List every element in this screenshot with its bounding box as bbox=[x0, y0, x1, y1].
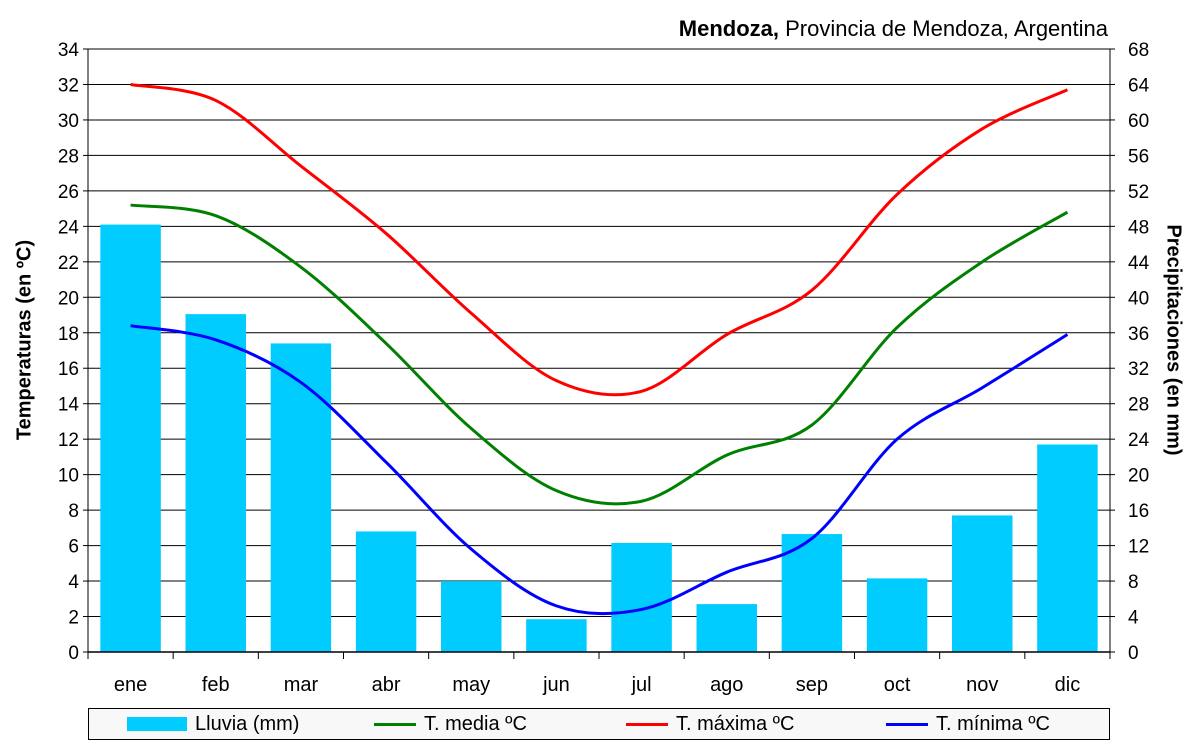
y-tick-label-left: 2 bbox=[68, 608, 79, 629]
legend-swatch-rain bbox=[127, 717, 187, 731]
line-min-temperature bbox=[130, 324, 1069, 616]
rain-bar bbox=[100, 224, 161, 652]
rain-bar bbox=[952, 515, 1013, 652]
y-tick-label-left: 24 bbox=[58, 217, 80, 238]
y-tick-label-right: 68 bbox=[1128, 40, 1149, 61]
rain-bar bbox=[526, 619, 587, 652]
y-tick-label-right: 24 bbox=[1128, 430, 1150, 451]
legend-swatch-mean bbox=[374, 722, 416, 726]
y-tick-label-left: 4 bbox=[68, 572, 79, 593]
y-tick-label-right: 52 bbox=[1128, 182, 1149, 203]
rain-bar bbox=[355, 531, 417, 652]
x-tick-label: nov bbox=[966, 674, 998, 696]
legend-swatch-min bbox=[886, 722, 928, 726]
y-tick-label-right: 36 bbox=[1128, 324, 1149, 345]
rain-bar bbox=[1037, 444, 1098, 652]
rain-bar bbox=[270, 343, 332, 652]
rain-bar bbox=[866, 578, 928, 652]
y-tick-label-left: 14 bbox=[58, 395, 80, 416]
x-tick-label: sep bbox=[796, 674, 828, 696]
temperature-lines bbox=[130, 82, 1069, 616]
x-tick-label: feb bbox=[202, 674, 230, 696]
y-tick-label-left: 20 bbox=[58, 288, 79, 309]
x-tick-label: jun bbox=[542, 674, 570, 696]
x-tick-label: ago bbox=[710, 674, 743, 696]
legend: Lluvia (mm) T. media ºC T. máxima ºC T. … bbox=[88, 708, 1110, 740]
y-tick-label-left: 32 bbox=[58, 75, 79, 96]
line-mean-temperature bbox=[130, 203, 1069, 506]
line-max-temperature bbox=[130, 82, 1069, 397]
y-tick-label-left: 22 bbox=[58, 253, 79, 274]
y-tick-label-left: 26 bbox=[58, 182, 79, 203]
x-tick-label: abr bbox=[372, 674, 401, 696]
y-tick-label-right: 56 bbox=[1128, 146, 1149, 167]
y-tick-label-left: 16 bbox=[58, 359, 79, 380]
y-tick-label-left: 6 bbox=[68, 537, 79, 558]
y-tick-label-left: 34 bbox=[58, 40, 80, 61]
y-tick-label-left: 12 bbox=[58, 430, 79, 451]
legend-label-max: T. máxima ºC bbox=[676, 712, 795, 735]
y-tick-label-right: 40 bbox=[1128, 288, 1149, 309]
y-tick-label-left: 28 bbox=[58, 146, 79, 167]
y-tick-label-right: 64 bbox=[1128, 75, 1150, 96]
x-tick-label: oct bbox=[884, 674, 911, 696]
y-tick-label-right: 32 bbox=[1128, 359, 1149, 380]
rain-bar bbox=[696, 604, 757, 652]
legend-label-rain: Lluvia (mm) bbox=[195, 712, 300, 735]
y-tick-label-right: 4 bbox=[1128, 608, 1139, 629]
x-tick-label: ene bbox=[114, 674, 147, 696]
x-tick-labels: ene feb mar abr may jun jul ago sep oct nov dic bbox=[114, 674, 1080, 696]
x-tick-label: mar bbox=[284, 674, 319, 696]
legend-label-mean: T. media ºC bbox=[424, 712, 527, 735]
y-tick-label-left: 8 bbox=[68, 501, 79, 522]
y-tick-label-left: 10 bbox=[58, 466, 79, 487]
x-tick-label: dic bbox=[1055, 674, 1081, 696]
y-tick-label-right: 16 bbox=[1128, 501, 1149, 522]
y-tick-label-right: 8 bbox=[1128, 572, 1139, 593]
y-axis-label-right: Precipitaciones (en mm) bbox=[1162, 224, 1185, 456]
legend-label-min: T. mínima ºC bbox=[936, 712, 1050, 735]
legend-item-max: T. máxima ºC bbox=[626, 709, 794, 739]
legend-item-min: T. mínima ºC bbox=[886, 709, 1050, 739]
x-tick-label: jul bbox=[631, 674, 652, 696]
legend-swatch-max bbox=[626, 722, 668, 726]
axes bbox=[83, 48, 1115, 659]
y-tick-label-right: 12 bbox=[1128, 537, 1149, 558]
chart-title: Mendoza, Provincia de Mendoza, Argentina bbox=[679, 16, 1108, 42]
rain-bar bbox=[441, 581, 502, 652]
y-tick-label-left: 30 bbox=[58, 111, 79, 132]
rain-bar bbox=[781, 534, 843, 652]
x-tick-label: may bbox=[452, 674, 490, 696]
y-tick-label-right: 28 bbox=[1128, 395, 1149, 416]
legend-item-mean: T. media ºC bbox=[374, 709, 527, 739]
rain-bar bbox=[185, 314, 246, 652]
y-tick-label-right: 20 bbox=[1128, 466, 1149, 487]
y-tick-label-left: 0 bbox=[68, 643, 79, 664]
rain-bars bbox=[100, 224, 1098, 652]
y-tick-label-right: 44 bbox=[1128, 253, 1150, 274]
chart-title-rest: Provincia de Mendoza, Argentina bbox=[779, 16, 1108, 41]
chart-title-bold: Mendoza, bbox=[678, 16, 780, 41]
y-axis-label-left: Temperaturas (en ºC) bbox=[13, 239, 36, 441]
y-tick-label-right: 48 bbox=[1128, 217, 1149, 238]
y-tick-label-right: 0 bbox=[1128, 643, 1139, 664]
rain-bar bbox=[611, 542, 672, 652]
y-tick-label-left: 18 bbox=[58, 324, 79, 345]
y-tick-label-right: 60 bbox=[1128, 111, 1149, 132]
gridlines bbox=[88, 48, 1110, 653]
legend-item-rain: Lluvia (mm) bbox=[127, 709, 299, 739]
